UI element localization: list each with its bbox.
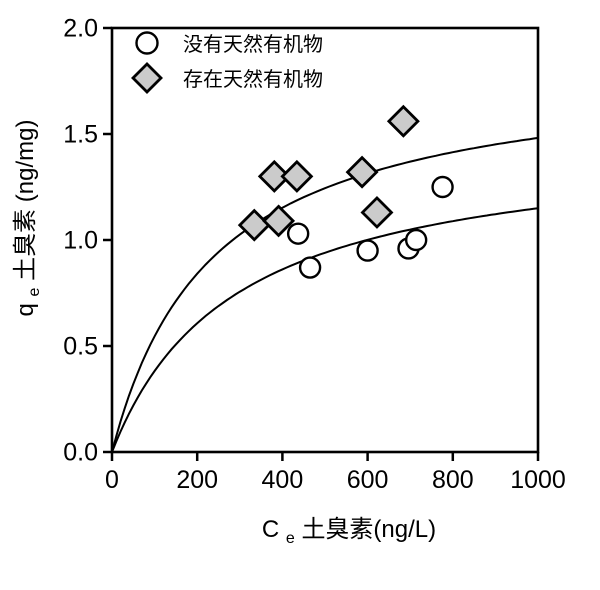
data-point-diamond xyxy=(237,208,271,242)
legend-label-without-nom: 没有天然有机物 xyxy=(183,33,323,56)
x-axis-tick-label: 200 xyxy=(176,466,218,494)
y-axis-tick-label: 0.0 xyxy=(63,439,98,467)
y-axis-title-subscript: e xyxy=(26,287,43,296)
x-axis-tick-label: 400 xyxy=(262,466,304,494)
x-axis-title-symbol: C xyxy=(262,516,279,543)
y-axis-tick-label: 1.5 xyxy=(63,121,98,149)
fit-curves xyxy=(111,136,539,453)
x-axis-tick-label: 1000 xyxy=(510,466,566,494)
x-axis-title: C e 土臭素(ng/L) xyxy=(262,516,436,549)
y-axis-tick-label: 0.5 xyxy=(63,333,98,361)
data-point-circle xyxy=(404,228,428,252)
data-point-diamond xyxy=(345,155,379,189)
data-point-diamond xyxy=(262,204,296,238)
y-axis-tick-label: 2.0 xyxy=(63,15,98,43)
x-axis-title-units: 土臭素(ng/L) xyxy=(301,516,436,543)
plot-frame xyxy=(110,26,540,454)
legend-circle-marker-icon xyxy=(135,31,159,55)
legend: 没有天然有机物 存在天然有机物 xyxy=(131,31,323,94)
data-point-diamond xyxy=(360,195,394,229)
data-point-circle xyxy=(431,175,454,199)
x-axis-tick-label: 800 xyxy=(432,466,474,494)
y-axis-tick-label: 1.0 xyxy=(63,227,98,255)
y-axis-title-units: 土臭素 (ng/mg) xyxy=(12,120,39,281)
y-axis-title-symbol: q xyxy=(12,303,39,316)
legend-diamond-marker-icon xyxy=(131,62,163,94)
data-point-circle xyxy=(356,239,379,262)
data-point-diamond xyxy=(257,159,291,193)
data-point-diamond xyxy=(280,159,314,193)
y-axis-title: q e 土臭素 (ng/mg) xyxy=(12,120,45,317)
fit-curve xyxy=(111,207,539,453)
legend-label-with-nom: 存在天然有机物 xyxy=(183,68,323,91)
data-points xyxy=(237,104,454,279)
x-axis-title-subscript: e xyxy=(286,530,295,547)
data-point-circle xyxy=(286,222,310,245)
axis-ticks: 0 200 400 600 800 1000 0.0 0.5 1.0 1.5 2.0 xyxy=(63,15,566,495)
data-point-diamond xyxy=(386,104,420,138)
fit-curve xyxy=(111,136,539,453)
x-axis-tick-label: 0 xyxy=(105,466,119,494)
x-axis-tick-label: 600 xyxy=(347,466,389,494)
data-point-circle xyxy=(298,256,322,279)
